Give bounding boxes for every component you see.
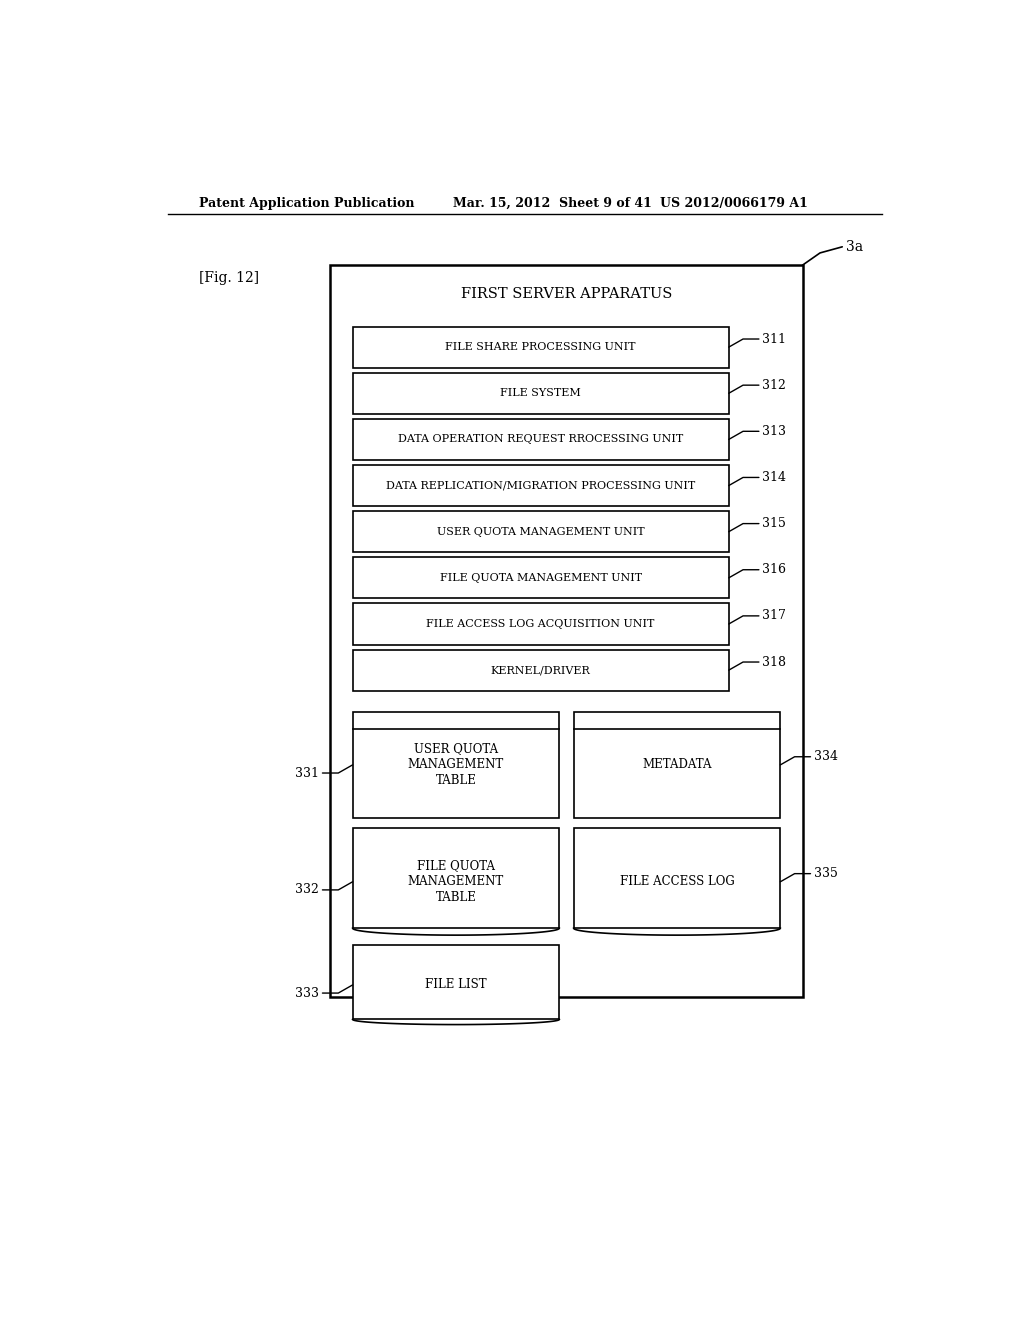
Bar bbox=[352, 511, 729, 552]
Bar bbox=[352, 326, 729, 368]
Text: 331: 331 bbox=[295, 767, 319, 780]
Text: FILE QUOTA
MANAGEMENT
TABLE: FILE QUOTA MANAGEMENT TABLE bbox=[408, 859, 504, 904]
Bar bbox=[352, 649, 729, 690]
Text: 332: 332 bbox=[295, 883, 319, 896]
Text: USER QUOTA
MANAGEMENT
TABLE: USER QUOTA MANAGEMENT TABLE bbox=[408, 742, 504, 788]
Bar bbox=[352, 945, 559, 1019]
Text: FILE QUOTA MANAGEMENT UNIT: FILE QUOTA MANAGEMENT UNIT bbox=[439, 573, 642, 583]
Text: 335: 335 bbox=[814, 867, 838, 880]
Text: USER QUOTA MANAGEMENT UNIT: USER QUOTA MANAGEMENT UNIT bbox=[437, 527, 644, 537]
Text: FILE SHARE PROCESSING UNIT: FILE SHARE PROCESSING UNIT bbox=[445, 342, 636, 352]
Text: FIRST SERVER APPARATUS: FIRST SERVER APPARATUS bbox=[461, 286, 672, 301]
Text: 315: 315 bbox=[762, 517, 786, 531]
Text: 316: 316 bbox=[762, 564, 786, 577]
Text: METADATA: METADATA bbox=[642, 759, 712, 771]
Text: [Fig. 12]: [Fig. 12] bbox=[200, 272, 259, 285]
Text: 333: 333 bbox=[295, 986, 319, 999]
Text: 317: 317 bbox=[762, 610, 786, 623]
Bar bbox=[352, 603, 729, 644]
Bar bbox=[352, 418, 729, 459]
Text: 314: 314 bbox=[762, 471, 786, 484]
Text: 312: 312 bbox=[762, 379, 786, 392]
Text: DATA REPLICATION/MIGRATION PROCESSING UNIT: DATA REPLICATION/MIGRATION PROCESSING UN… bbox=[386, 480, 695, 491]
Bar bbox=[352, 829, 559, 928]
Text: FILE ACCESS LOG ACQUISITION UNIT: FILE ACCESS LOG ACQUISITION UNIT bbox=[426, 619, 655, 630]
Bar bbox=[352, 372, 729, 414]
Text: 334: 334 bbox=[814, 750, 838, 763]
Bar bbox=[352, 465, 729, 506]
Bar bbox=[352, 711, 559, 818]
Bar bbox=[573, 829, 780, 928]
Text: Mar. 15, 2012  Sheet 9 of 41: Mar. 15, 2012 Sheet 9 of 41 bbox=[454, 197, 652, 210]
Bar bbox=[352, 557, 729, 598]
Text: KERNEL/DRIVER: KERNEL/DRIVER bbox=[490, 665, 591, 675]
Text: Patent Application Publication: Patent Application Publication bbox=[200, 197, 415, 210]
Bar bbox=[573, 711, 780, 818]
Text: 318: 318 bbox=[762, 656, 786, 668]
Text: US 2012/0066179 A1: US 2012/0066179 A1 bbox=[659, 197, 808, 210]
Text: FILE SYSTEM: FILE SYSTEM bbox=[501, 388, 581, 399]
Text: FILE LIST: FILE LIST bbox=[425, 978, 486, 991]
Text: DATA OPERATION REQUEST RROCESSING UNIT: DATA OPERATION REQUEST RROCESSING UNIT bbox=[398, 434, 683, 445]
Text: 313: 313 bbox=[762, 425, 786, 438]
Text: 3a: 3a bbox=[846, 240, 863, 253]
Text: 311: 311 bbox=[762, 333, 786, 346]
Bar bbox=[331, 265, 803, 997]
Text: FILE ACCESS LOG: FILE ACCESS LOG bbox=[620, 875, 734, 888]
